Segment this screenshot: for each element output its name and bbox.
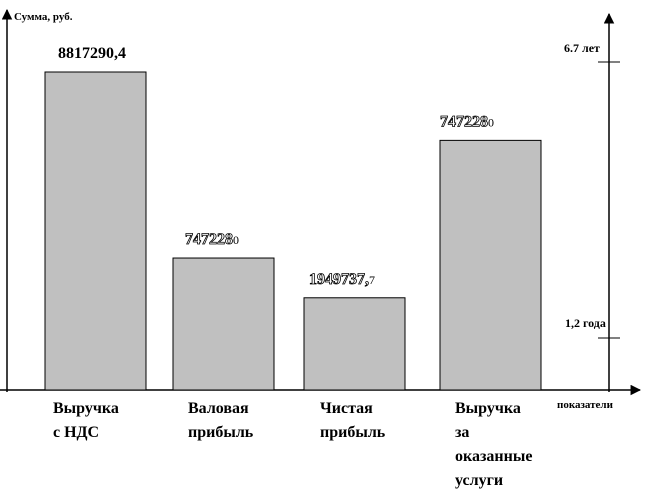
x-axis-label: показатели: [557, 399, 614, 411]
bar-1: [44, 71, 147, 391]
value-label-3: 1949737,7: [309, 271, 375, 288]
bar-4: [439, 139, 542, 391]
category-label-1: Выручка с НДС: [53, 400, 119, 441]
right-axis-label-upper: 6.7 лет: [564, 41, 600, 55]
y-axis-label: Сумма, руб.: [14, 11, 73, 23]
bars-group: 8817290,4 Выручка с НДС 7472280 Валовая прибы…: [44, 45, 542, 489]
value-label-4: 7472280: [440, 113, 494, 130]
category-label-2: Валовая прибыль: [188, 400, 254, 441]
right-axis-label-lower: 1,2 года: [565, 316, 606, 330]
bar-2: [172, 257, 275, 391]
category-label-4: Выручка за оказанные услуги: [455, 400, 532, 489]
category-label-3: Чистая прибыль: [320, 400, 386, 441]
value-label-2: 7472280: [185, 231, 239, 248]
bar-3: [303, 297, 406, 391]
value-label-1: 8817290,4: [58, 45, 126, 62]
